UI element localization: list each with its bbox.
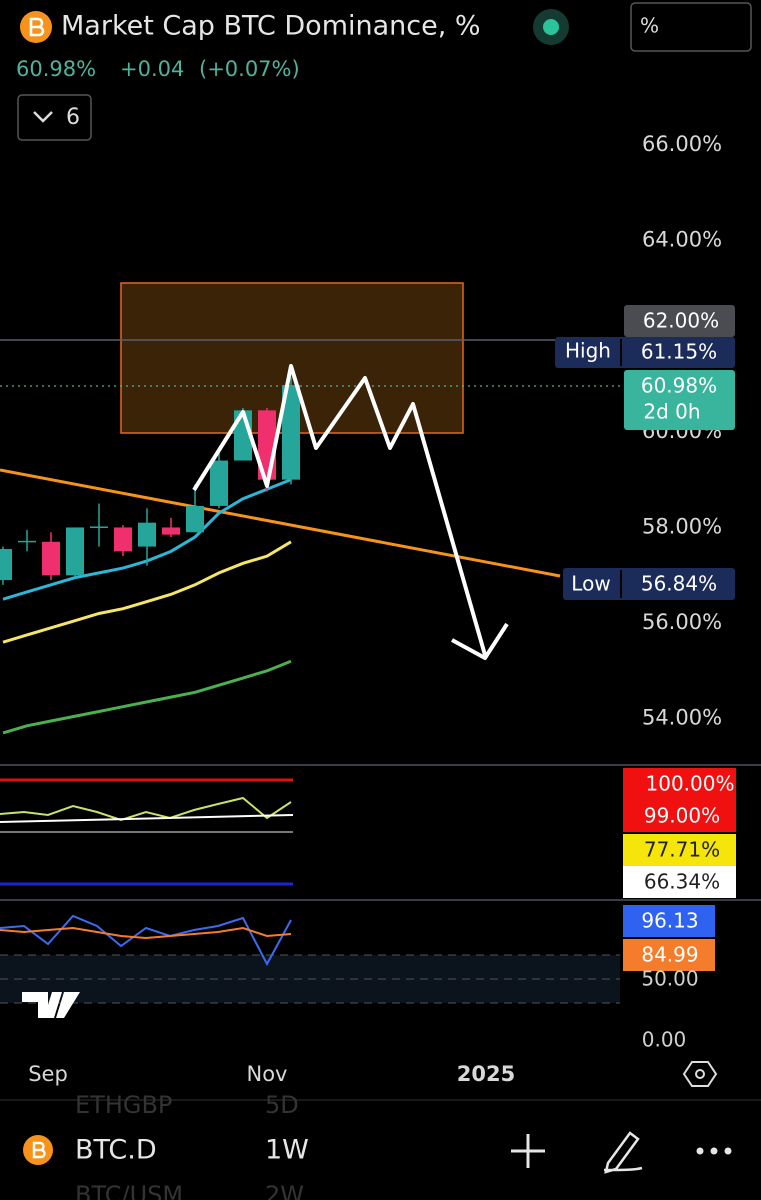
indicator-line [0, 814, 294, 823]
arrow-head [451, 622, 509, 660]
ghost-symbol: BTC/USM [75, 1181, 183, 1200]
y-tick-label: 56.00% [642, 610, 722, 634]
settings-button[interactable] [682, 1061, 718, 1087]
indicator-label: 50.00 [641, 967, 698, 991]
candle-body [66, 527, 84, 576]
crosshair-price: 62.00% [643, 309, 719, 333]
indicators-toggle[interactable] [17, 94, 92, 141]
candle-body [210, 460, 228, 506]
change-percent: (+0.07%) [199, 57, 300, 81]
candle-body [138, 522, 156, 547]
add-button[interactable] [511, 1134, 545, 1168]
price-pane: 66.00%64.00%62.00%60.00%58.00%56.00%54.0… [0, 132, 722, 730]
time-axis: Sep Nov 2025 [28, 1061, 718, 1087]
y-tick-label: 58.00% [642, 514, 722, 538]
countdown: 2d 0h [643, 400, 700, 424]
indicator-line [0, 914, 292, 967]
indicator-label: 99.00% [644, 804, 720, 828]
high-box [555, 337, 735, 368]
candle-body [114, 527, 132, 552]
indicators-count: 6 [66, 105, 80, 130]
indicator-label: 84.99 [641, 943, 698, 967]
header: Market Cap BTC Dominance, % % 60.98% +0.… [16, 2, 752, 141]
x-tick-label: Nov [247, 1062, 288, 1086]
last-box [624, 370, 735, 430]
indicator-label: 96.13 [641, 909, 698, 933]
symbol-title: Market Cap BTC Dominance, % [61, 11, 481, 42]
symbol-button[interactable]: BTC.D [75, 1135, 157, 1166]
low-price: 56.84% [641, 572, 717, 596]
interval-button[interactable]: 1W [265, 1135, 309, 1166]
low-box [563, 568, 735, 600]
indicator-line [0, 796, 292, 822]
candle-body [42, 541, 60, 576]
ghost-interval: 5D [265, 1091, 299, 1119]
candle-body [18, 540, 36, 543]
y-tick-label: 64.00% [642, 228, 722, 252]
candle-body [162, 527, 180, 535]
candle-body [186, 505, 204, 533]
high-price: 61.15% [641, 340, 717, 364]
indicator-label: 66.34% [644, 870, 720, 894]
indicator-line [0, 926, 292, 940]
low-label: Low [571, 572, 610, 596]
footer: ETHGBP 5D BTC.D 1W BTC/USM 2W [23, 1091, 732, 1200]
indicator-label: 0.00 [642, 1028, 687, 1052]
change: +0.04 [120, 57, 184, 81]
scale-button-label: % [640, 14, 659, 38]
candle-body [282, 385, 300, 480]
tv-logo [22, 992, 80, 1018]
scale-button[interactable] [630, 2, 752, 52]
last-price: 60.98% [641, 374, 717, 398]
ghost-interval: 2W [265, 1181, 304, 1200]
candle-body [0, 548, 12, 581]
candle-body [90, 526, 108, 528]
projection-path [192, 364, 487, 656]
ghost-symbol: ETHGBP [75, 1091, 172, 1119]
draw-button[interactable] [603, 1131, 643, 1174]
y-tick-label: 66.00% [642, 132, 722, 156]
moving-average [2, 659, 292, 735]
more-button[interactable] [696, 1147, 732, 1155]
last-value: 60.98% [16, 57, 96, 81]
indicator-label: 77.71% [644, 838, 720, 862]
x-tick-label: Sep [28, 1062, 68, 1086]
indicator-label: 100.00% [646, 772, 735, 796]
x-tick-label: 2025 [457, 1062, 515, 1086]
indicator-labels: 100.00% 99.00% 77.71% 66.34% 96.13 84.99… [623, 768, 736, 1052]
crosshair-box [624, 305, 735, 337]
price-labels: 62.00% High 61.15% 60.98% 2d 0h Low 56.8… [555, 305, 735, 600]
y-tick-label: 54.00% [642, 706, 722, 730]
moving-average [2, 540, 292, 644]
high-label: High [565, 339, 611, 363]
trend-line [0, 468, 561, 578]
